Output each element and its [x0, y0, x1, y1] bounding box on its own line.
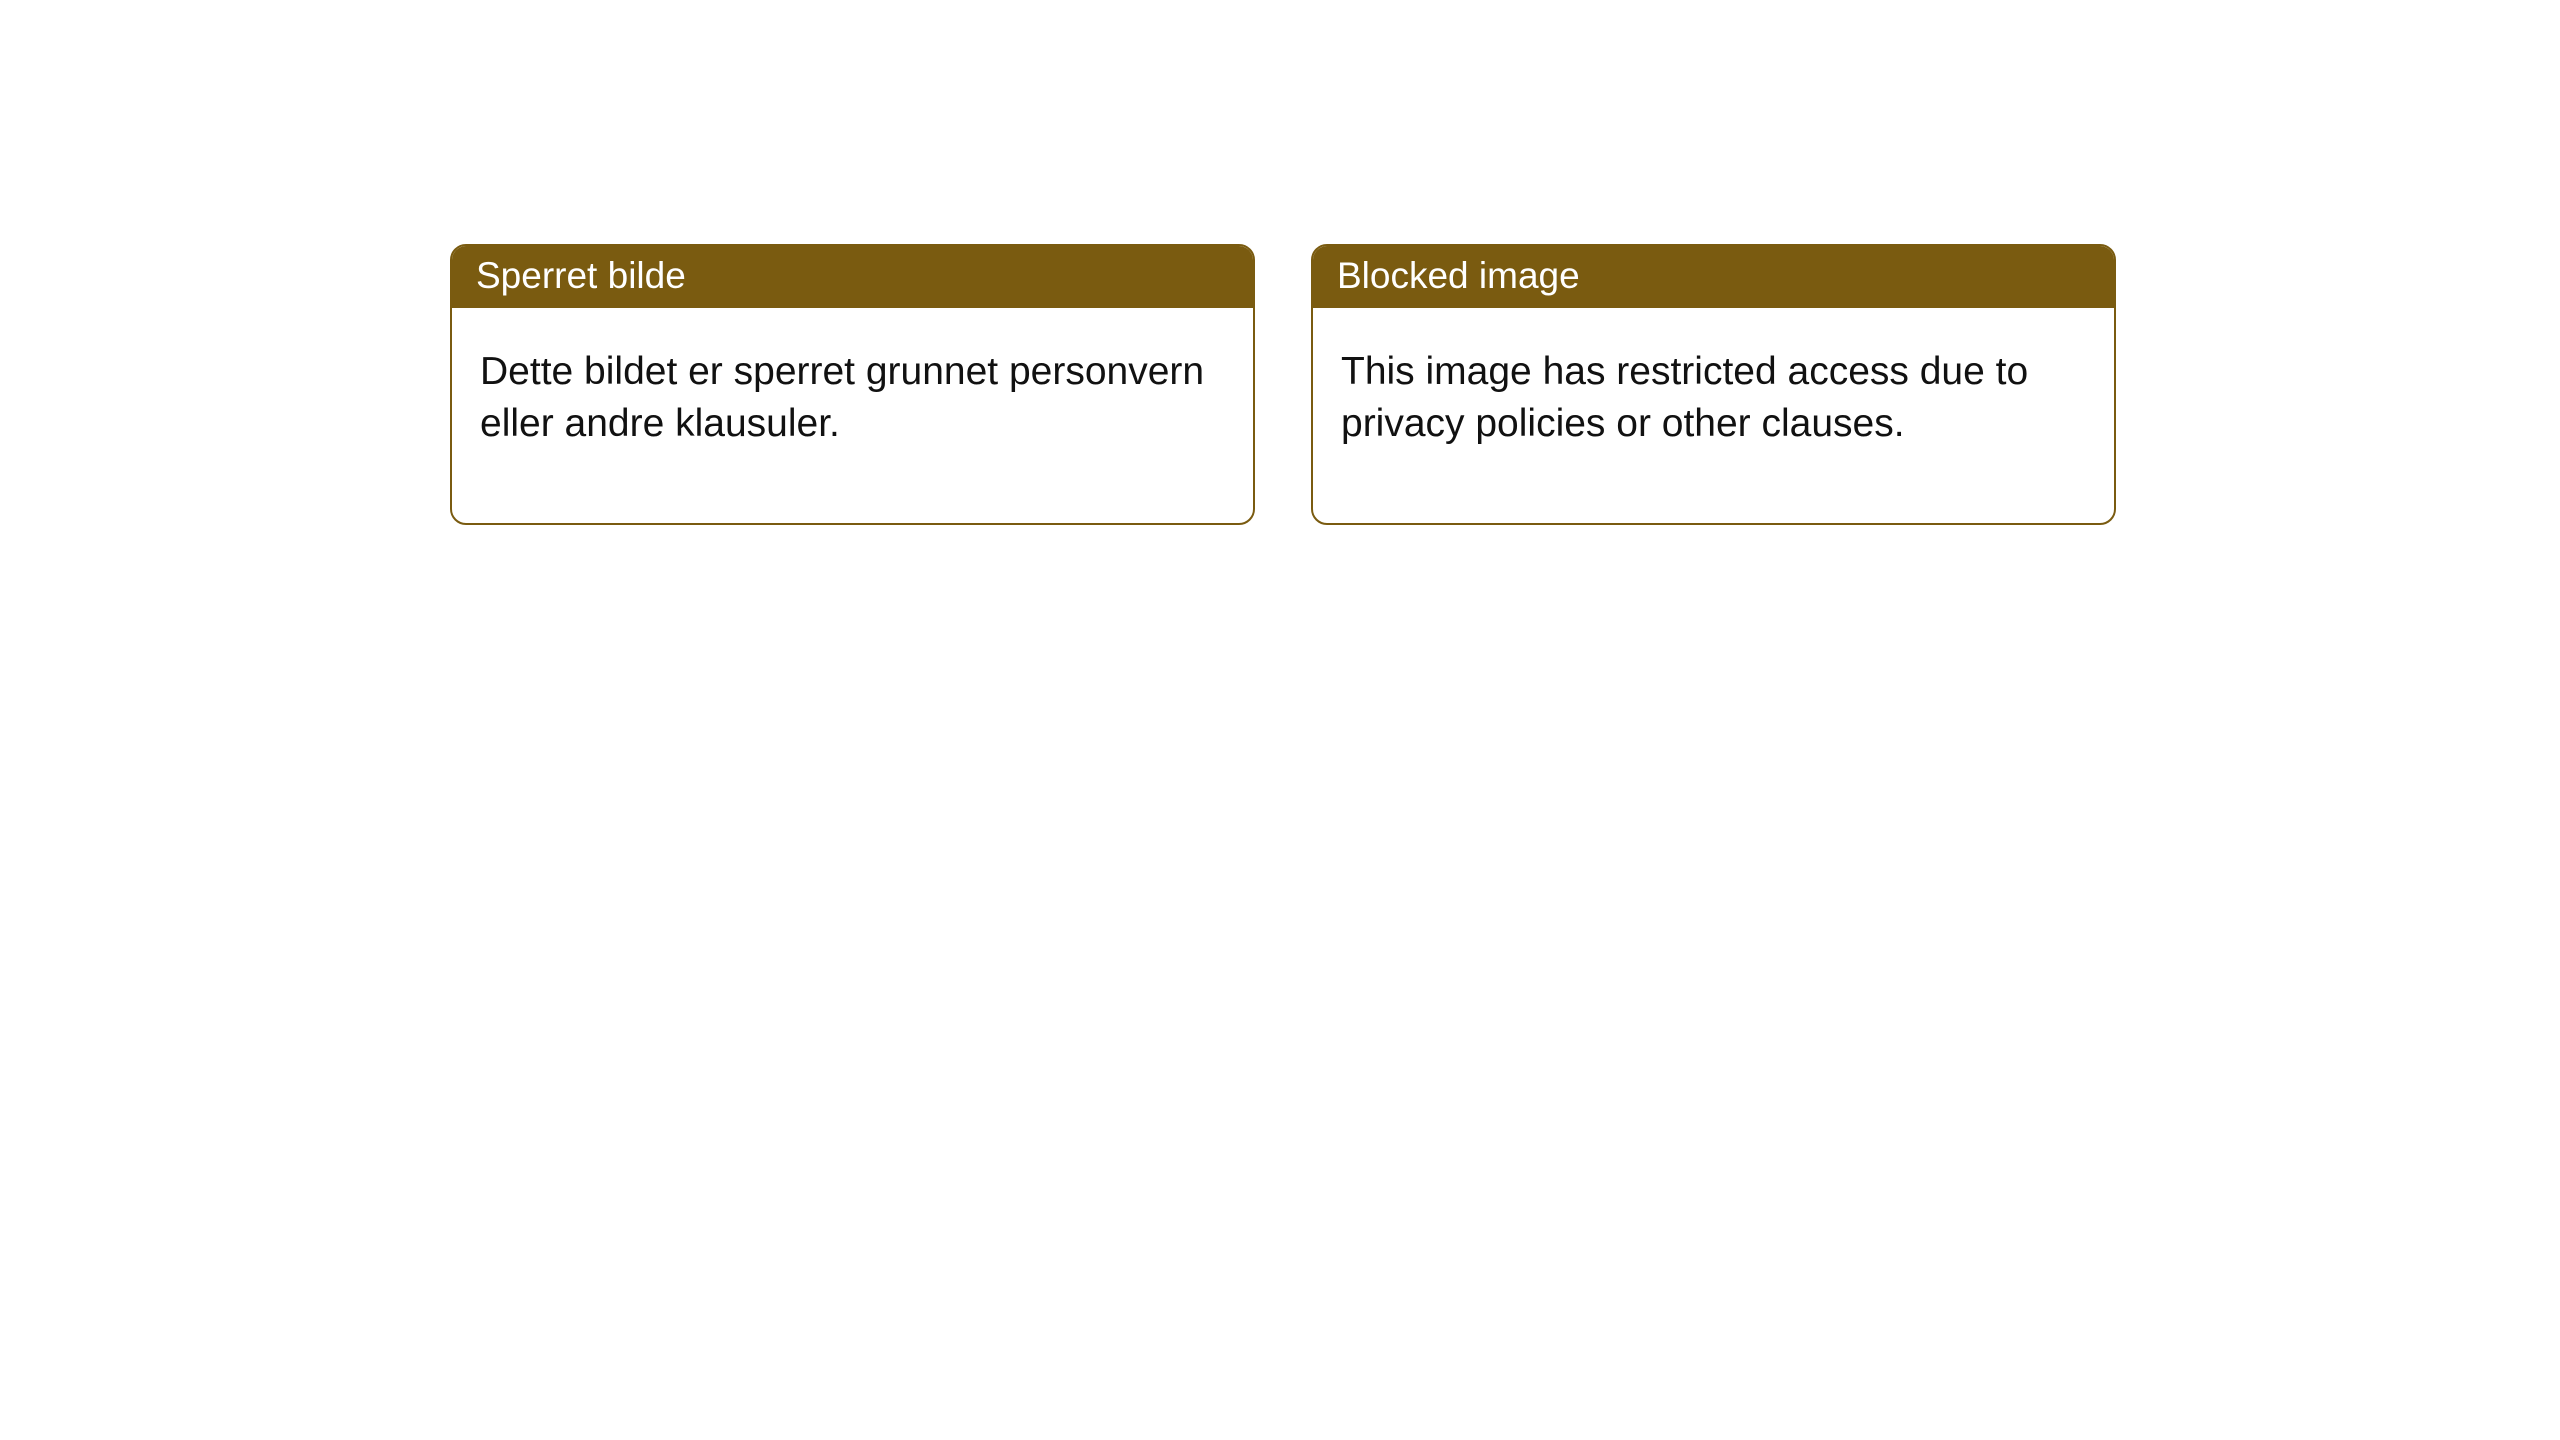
notice-title-en: Blocked image	[1313, 246, 2114, 308]
notice-card-no: Sperret bilde Dette bildet er sperret gr…	[450, 244, 1255, 525]
notice-card-en: Blocked image This image has restricted …	[1311, 244, 2116, 525]
notice-title-no: Sperret bilde	[452, 246, 1253, 308]
notice-body-en: This image has restricted access due to …	[1313, 308, 2114, 523]
notice-body-no: Dette bildet er sperret grunnet personve…	[452, 308, 1253, 523]
notice-container: Sperret bilde Dette bildet er sperret gr…	[0, 0, 2560, 525]
